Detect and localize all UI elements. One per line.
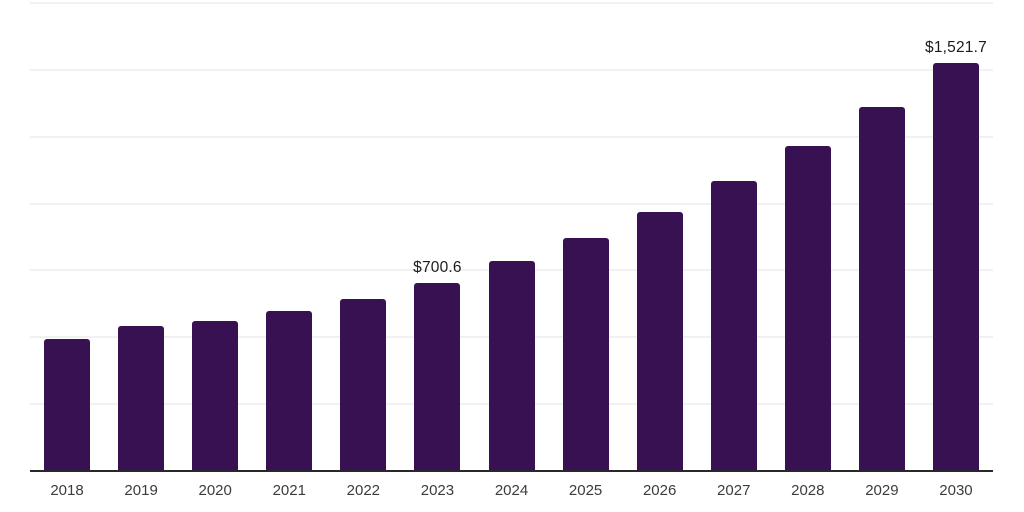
x-tick-label-2021: 2021	[272, 482, 306, 499]
x-axis-tick-labels: 2018 2019 2020 2021 2022 2023 2024 2025 2026 2027…	[30, 482, 993, 499]
bar-slot-2026	[623, 2, 697, 470]
bar-slot-2030: $1,521.7	[919, 2, 993, 470]
bar-2018	[44, 338, 91, 470]
bar-slot-2024	[474, 2, 548, 470]
bar-2020	[192, 321, 239, 470]
bar-2027	[710, 180, 757, 470]
bar-slot-2022	[326, 2, 400, 470]
bar-2028	[784, 145, 831, 470]
bar-slot-2028	[771, 2, 845, 470]
bar-slot-2019	[104, 2, 178, 470]
x-tick-label-2020: 2020	[198, 482, 232, 499]
x-tick-label-2027: 2027	[717, 482, 751, 499]
bar-2022	[340, 299, 387, 470]
gridline-1000	[30, 202, 993, 205]
bar-2026	[636, 211, 683, 470]
gridline-1500	[30, 68, 993, 71]
x-tick-label-2023: 2023	[420, 482, 455, 499]
data-label-2030: $1,521.7	[925, 39, 987, 57]
bar-2024	[488, 261, 535, 470]
gridline-1250	[30, 135, 993, 138]
bar-slot-2021	[252, 2, 326, 470]
bar-2025	[562, 238, 609, 470]
bar-slot-2023: $700.6	[400, 2, 474, 470]
bar-2019	[118, 325, 165, 470]
x-axis-line	[30, 470, 993, 472]
bar-2029	[858, 106, 905, 470]
gridline-1750	[30, 2, 993, 4]
x-tick-label-2029: 2029	[865, 482, 899, 499]
bar-2021	[266, 311, 313, 470]
bar-slot-2020	[178, 2, 252, 470]
x-tick-label-2030: 2030	[939, 482, 973, 499]
bar-slot-2018	[30, 2, 104, 470]
x-tick-label-2028: 2028	[791, 482, 825, 499]
x-tick-label-2026: 2026	[642, 482, 677, 499]
plot-area: $700.6 $1,521.7	[30, 2, 993, 470]
x-tick-label-2024: 2024	[494, 482, 529, 499]
bar-2023	[414, 282, 461, 470]
bars-row: $700.6 $1,521.7	[30, 2, 993, 470]
bar-2030	[932, 63, 979, 470]
bar-slot-2025	[549, 2, 623, 470]
x-tick-label-2018: 2018	[50, 482, 84, 499]
x-tick-label-2019: 2019	[124, 482, 158, 499]
x-tick-label-2022: 2022	[346, 482, 381, 499]
bar-slot-2029	[845, 2, 919, 470]
x-tick-label-2025: 2025	[568, 482, 603, 499]
data-label-2023: $700.6	[413, 258, 462, 276]
bar-slot-2027	[697, 2, 771, 470]
